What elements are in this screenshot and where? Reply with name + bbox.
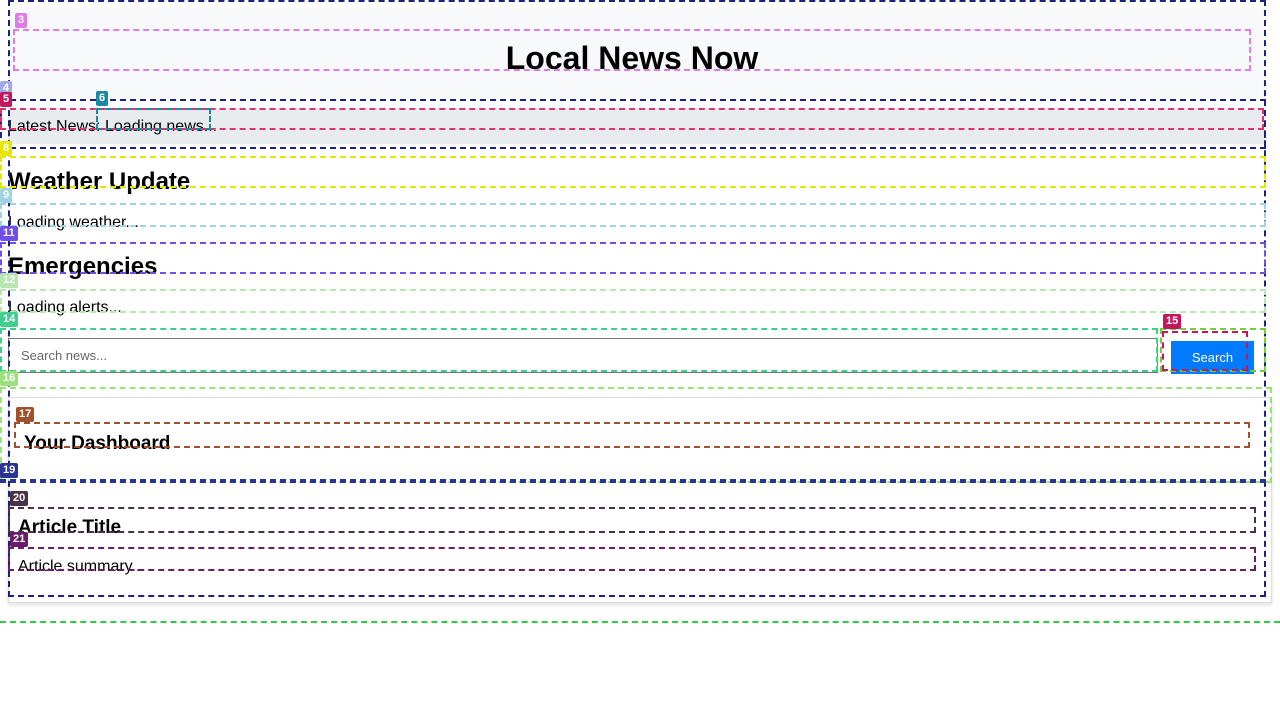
- news-ticker: [8, 108, 1264, 144]
- overlay-box: [0, 242, 1266, 274]
- article-title[interactable]: Article Title: [18, 517, 122, 538]
- overlay-line: [0, 621, 1280, 623]
- emergencies-status: Loading alerts...: [8, 299, 122, 316]
- overlay-box: [0, 203, 1266, 227]
- ticker-label: Latest News:: [8, 118, 101, 135]
- ticker-text: Loading news...: [105, 118, 218, 135]
- overlay-tag: 21: [10, 532, 29, 547]
- overlay-tag: 19: [0, 463, 19, 478]
- overlay-tag: 17: [16, 407, 35, 422]
- overlay-tag: 8: [0, 141, 13, 156]
- weather-heading: Weather Update: [8, 168, 191, 195]
- overlay-tag: 16: [0, 371, 19, 386]
- overlay-tag: 5: [0, 92, 13, 107]
- header: [8, 8, 1264, 100]
- article-summary: Article summary...: [18, 558, 145, 575]
- overlay-tag: 14: [0, 312, 19, 327]
- dashboard-card: [8, 397, 1272, 603]
- search-button[interactable]: Search: [1171, 341, 1254, 374]
- weather-status: Loading weather...: [8, 214, 139, 231]
- overlay-tag: 12: [0, 273, 19, 288]
- overlay-tag: 11: [0, 226, 18, 241]
- overlay-box: [0, 289, 1266, 313]
- emergencies-heading: Emergencies: [8, 253, 158, 280]
- overlay-tag: 15: [1163, 314, 1182, 329]
- search-input[interactable]: [8, 338, 1158, 373]
- overlay-tag: 3: [15, 13, 28, 28]
- overlay-tag: 20: [10, 491, 29, 506]
- site-title: Local News Now: [505, 40, 759, 76]
- dashboard-heading: Your Dashboard: [24, 433, 171, 454]
- overlay-tag: 6: [96, 91, 109, 106]
- overlay-tag: 9: [0, 188, 13, 203]
